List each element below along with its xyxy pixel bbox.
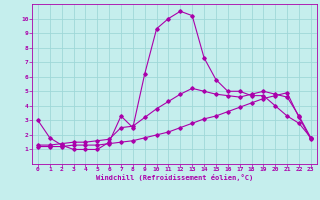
X-axis label: Windchill (Refroidissement éolien,°C): Windchill (Refroidissement éolien,°C) [96,174,253,181]
